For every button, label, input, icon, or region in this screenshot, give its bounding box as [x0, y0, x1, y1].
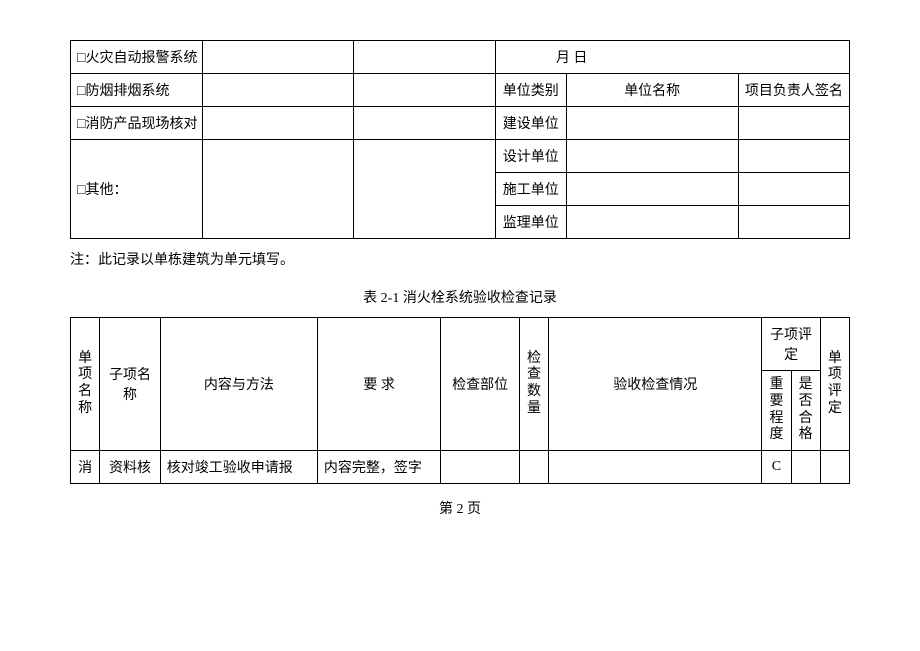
table-row: □其他： 设计单位 [71, 140, 850, 173]
col-header: 检查部位 [441, 318, 520, 451]
table-1: □火灾自动报警系统 月 日 □防烟排烟系统 单位类别 单位名称 项目负责人签名 … [70, 40, 850, 239]
cell-unit: 监理单位 [495, 206, 566, 239]
table-2: 单项名称 子项名称 内容与方法 要 求 检查部位 检查数量 验收检查情况 子项评… [70, 317, 850, 484]
cell [519, 451, 548, 484]
cell-empty [354, 107, 496, 140]
cell-empty [354, 140, 496, 239]
col-subheader: 重要程度 [762, 371, 791, 451]
col-header: 子项名称 [100, 318, 161, 451]
cell-label: □其他： [71, 140, 203, 239]
cell-header: 单位类别 [495, 74, 566, 107]
cell-label: □火灾自动报警系统 [71, 41, 203, 74]
cell-empty [354, 41, 496, 74]
cell-unit: 设计单位 [495, 140, 566, 173]
table-header-row: 单项名称 子项名称 内容与方法 要 求 检查部位 检查数量 验收检查情况 子项评… [71, 318, 850, 371]
cell: C [762, 451, 791, 484]
cell-empty [202, 140, 354, 239]
col-header: 单项评定 [820, 318, 849, 451]
page-number: 第 2 页 [70, 498, 850, 518]
cell-empty [738, 107, 849, 140]
col-header: 要 求 [317, 318, 440, 451]
cell [441, 451, 520, 484]
table-row: □消防产品现场核对 建设单位 [71, 107, 850, 140]
cell-empty [354, 74, 496, 107]
col-header: 内容与方法 [160, 318, 317, 451]
cell-unit: 施工单位 [495, 173, 566, 206]
cell [791, 451, 820, 484]
col-header: 子项评定 [762, 318, 820, 371]
col-header: 检查数量 [519, 318, 548, 451]
cell: 核对竣工验收申请报 [160, 451, 317, 484]
cell-empty [202, 107, 354, 140]
cell: 内容完整，签字 [317, 451, 440, 484]
table-2-title: 表 2-1 消火栓系统验收检查记录 [70, 287, 850, 307]
table-note: 注：此记录以单栋建筑为单元填写。 [70, 249, 850, 269]
cell [549, 451, 762, 484]
cell-empty [738, 173, 849, 206]
cell-empty [566, 173, 738, 206]
cell-date: 月 日 [495, 41, 849, 74]
col-header: 验收检查情况 [549, 318, 762, 451]
cell-empty [738, 206, 849, 239]
cell-empty [202, 74, 354, 107]
col-header: 单项名称 [71, 318, 100, 451]
cell-label: □消防产品现场核对 [71, 107, 203, 140]
cell-header: 单位名称 [566, 74, 738, 107]
table-row: □防烟排烟系统 单位类别 单位名称 项目负责人签名 [71, 74, 850, 107]
col-subheader: 是否合格 [791, 371, 820, 451]
cell: 资料核 [100, 451, 161, 484]
cell-empty [566, 206, 738, 239]
cell-empty [566, 107, 738, 140]
cell-header: 项目负责人签名 [738, 74, 849, 107]
table-row: □火灾自动报警系统 月 日 [71, 41, 850, 74]
cell: 消 [71, 451, 100, 484]
cell-empty [202, 41, 354, 74]
table-row: 消 资料核 核对竣工验收申请报 内容完整，签字 C [71, 451, 850, 484]
cell [820, 451, 849, 484]
cell-unit: 建设单位 [495, 107, 566, 140]
cell-empty [738, 140, 849, 173]
cell-empty [566, 140, 738, 173]
cell-label: □防烟排烟系统 [71, 74, 203, 107]
